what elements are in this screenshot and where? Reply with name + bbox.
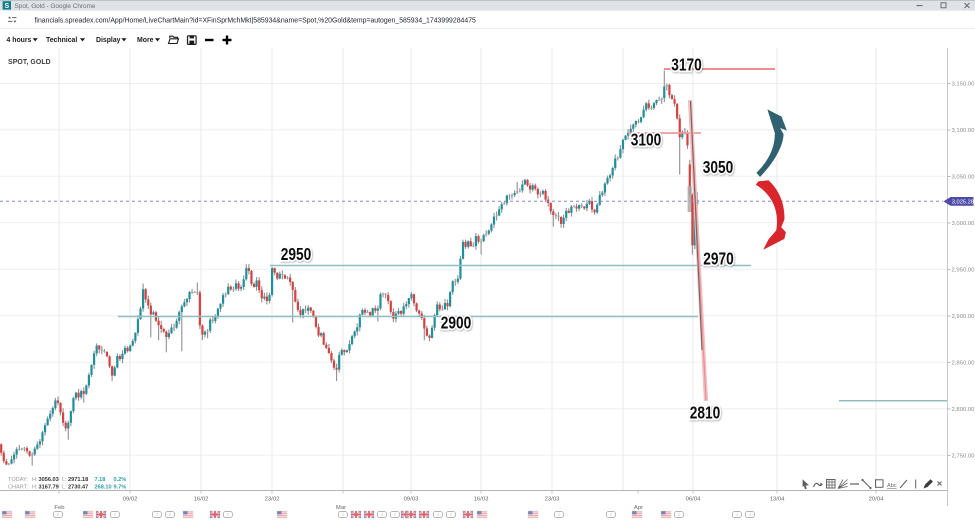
svg-text:Technical: Technical: [46, 37, 77, 44]
svg-text:2,950.00: 2,950.00: [952, 268, 975, 274]
svg-text:09/02: 09/02: [123, 497, 138, 503]
svg-text:2900: 2900: [441, 313, 472, 333]
svg-text:CHART:: CHART:: [8, 485, 29, 491]
svg-text:3170: 3170: [671, 55, 702, 75]
svg-text:Apr: Apr: [634, 505, 643, 511]
svg-text:0.2%: 0.2%: [114, 477, 127, 483]
svg-text:L:: L:: [62, 477, 67, 483]
svg-text:23/03: 23/03: [545, 497, 560, 503]
svg-text:13/04: 13/04: [770, 497, 785, 503]
svg-text:2971.18: 2971.18: [68, 477, 88, 483]
svg-text:3056.03: 3056.03: [39, 477, 59, 483]
svg-text:3,000.00: 3,000.00: [952, 221, 975, 227]
svg-text:Feb: Feb: [54, 505, 65, 511]
svg-text:3167.79: 3167.79: [39, 485, 59, 491]
svg-text:2,900.00: 2,900.00: [952, 314, 975, 320]
svg-text:16/02: 16/02: [194, 497, 209, 503]
svg-text:SPOT, GOLD: SPOT, GOLD: [8, 59, 51, 66]
svg-text:S: S: [4, 3, 9, 10]
svg-text:16/03: 16/03: [474, 497, 489, 503]
svg-text:More: More: [137, 37, 154, 44]
svg-text:3,100.00: 3,100.00: [952, 128, 975, 134]
svg-text:2,800.00: 2,800.00: [952, 407, 975, 413]
svg-text:H:: H:: [32, 485, 38, 491]
svg-text:TODAY:: TODAY:: [8, 477, 28, 483]
svg-text:financials.spreadex.com/App/Ho: financials.spreadex.com/App/Home/LiveCha…: [35, 17, 477, 24]
svg-text:L:: L:: [62, 485, 67, 491]
svg-text:3100: 3100: [631, 130, 662, 150]
svg-text:3,050.00: 3,050.00: [952, 175, 975, 181]
svg-text:3,150.00: 3,150.00: [952, 82, 975, 88]
svg-text:Mar: Mar: [336, 505, 346, 511]
svg-text:2950: 2950: [281, 244, 312, 264]
svg-text:3,025.28: 3,025.28: [952, 200, 974, 206]
svg-text:2730.47: 2730.47: [68, 485, 88, 491]
svg-text:9.7%: 9.7%: [114, 485, 127, 491]
svg-text:3050: 3050: [703, 157, 734, 177]
svg-text:4 hours: 4 hours: [7, 37, 32, 44]
svg-text:2970: 2970: [703, 249, 734, 269]
svg-text:Abc: Abc: [887, 483, 897, 489]
svg-text:23/02: 23/02: [265, 497, 280, 503]
svg-text:2,750.00: 2,750.00: [952, 454, 975, 460]
svg-text:7.18: 7.18: [95, 477, 106, 483]
svg-text:Spot, Gold - Google Chrome: Spot, Gold - Google Chrome: [15, 3, 96, 10]
svg-text:09/03: 09/03: [404, 497, 419, 503]
svg-text:H:: H:: [32, 477, 38, 483]
svg-text:268.10: 268.10: [95, 485, 112, 491]
svg-text:Display: Display: [96, 37, 121, 44]
svg-text:2,850.00: 2,850.00: [952, 361, 975, 367]
svg-text:20/04: 20/04: [869, 497, 884, 503]
svg-text:2810: 2810: [690, 403, 721, 423]
svg-text:06/04: 06/04: [686, 497, 701, 503]
